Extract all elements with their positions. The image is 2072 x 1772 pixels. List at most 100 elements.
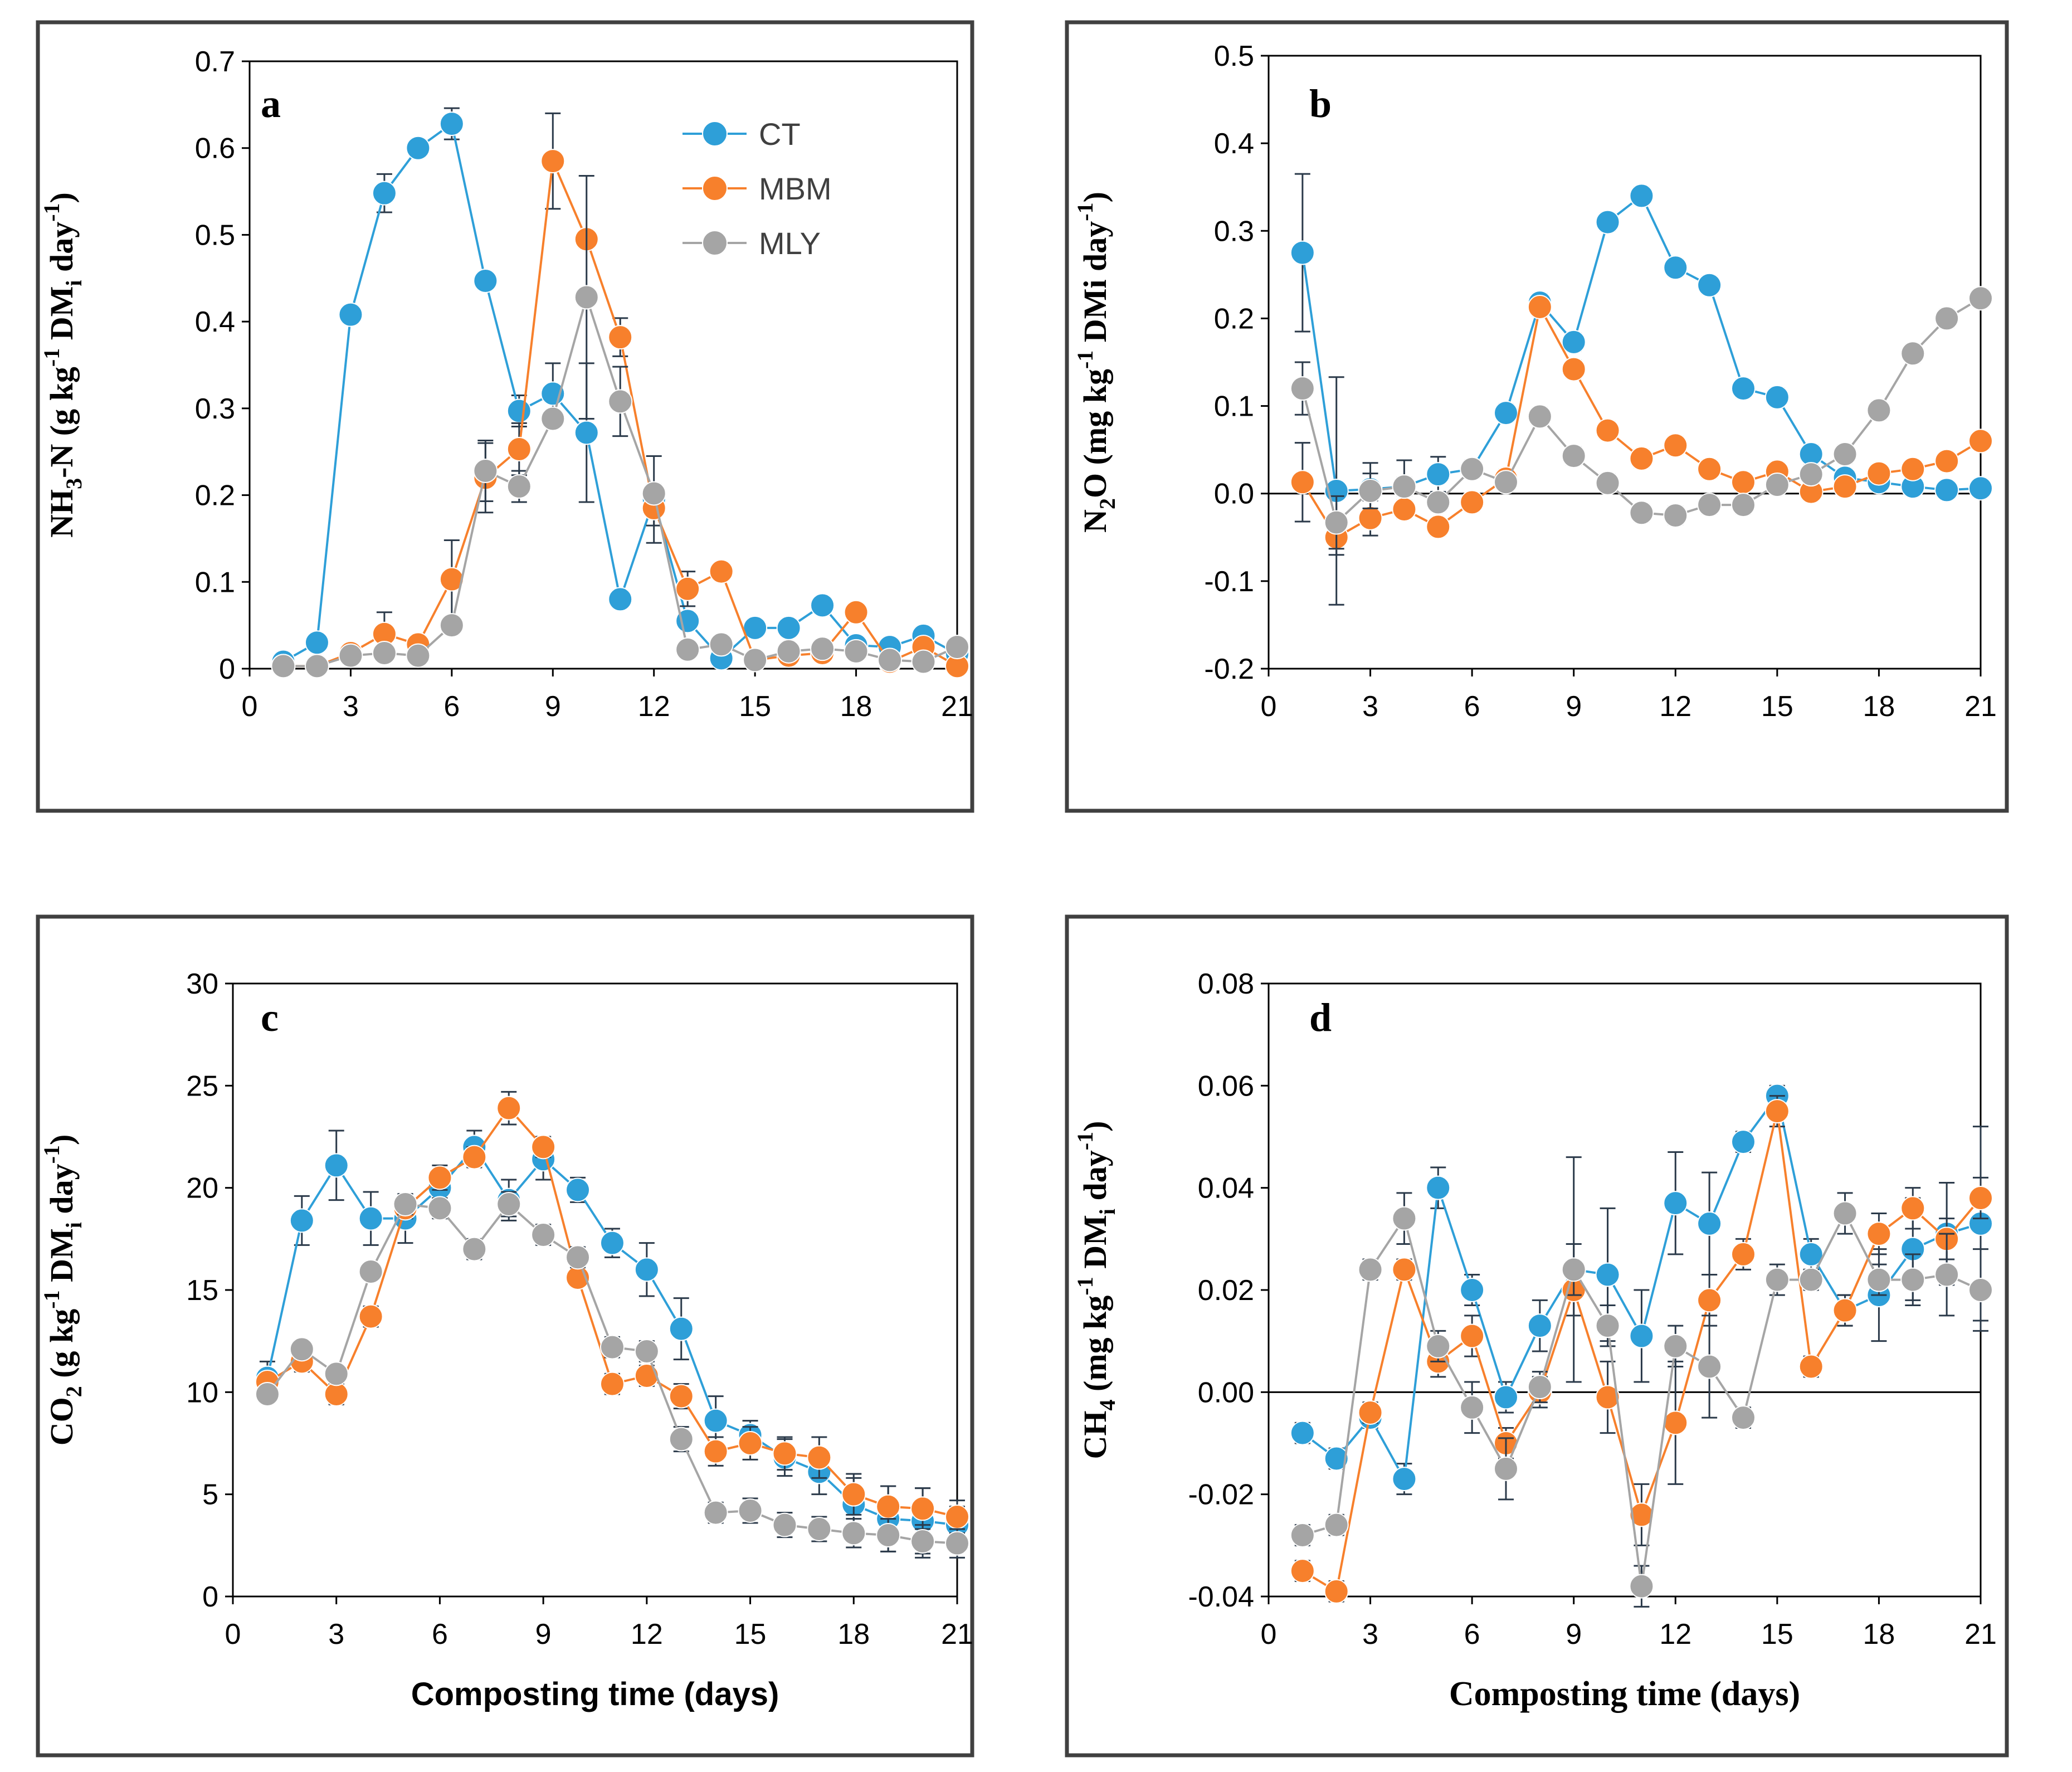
y-axis-label-part: DMi day [1077,221,1113,350]
panel-d: -0.04 -0.02 0.00 0.02 0.04 0.06 0.08 0 3 6 9 12 15 18… [1065,914,2009,1758]
data-point [338,643,363,668]
data-point [945,1505,969,1529]
x-tick-label: 9 [545,690,561,723]
data-point [1731,470,1756,495]
data-point [1392,474,1417,499]
data-point [1731,376,1756,401]
data-point [1460,490,1485,515]
data-point [669,1384,694,1409]
data-point [1697,493,1722,518]
panel-a: 00.10.20.30.40.50.60.70 3 6 9 12 15 18 21aNH3-N… [36,20,974,813]
y-axis-label-part: DM [1077,1215,1113,1277]
data-point [776,615,801,640]
y-axis-label-part: ) [43,1135,80,1145]
data-point [1798,462,1824,487]
data-point [634,1339,659,1364]
data-point [634,1364,659,1388]
y-axis-label-part: DM [43,1228,80,1290]
data-point [1527,404,1552,429]
data-point [1290,470,1315,495]
panel-border [36,914,974,1758]
data-point [1629,1574,1654,1599]
y-tick-label: 0.3 [195,393,235,425]
data-point [1494,1385,1518,1410]
x-tick-label: 6 [443,690,460,723]
x-tick-label: 9 [535,1618,552,1651]
data-point [772,1441,797,1466]
data-point [599,1335,625,1360]
x-tick-label: 21 [941,1618,973,1651]
data-point [1561,444,1586,469]
data-point [1392,1257,1417,1282]
data-point [1324,1579,1349,1604]
data-point [1358,1400,1383,1425]
data-point [608,389,633,414]
data-point [703,1408,728,1433]
data-point [1290,1523,1315,1547]
data-point [1663,1333,1688,1359]
legend-marker [702,230,728,256]
y-tick-label: 0.04 [1198,1172,1254,1205]
data-point [1358,479,1383,503]
data-point [531,1223,556,1247]
data-point [1663,1410,1688,1435]
y-tick-label: 0.08 [1198,968,1254,1000]
data-point [255,1382,280,1406]
data-point [1392,1206,1417,1231]
y-tick-label: 0.1 [1214,391,1254,423]
data-point [772,1512,797,1537]
data-point [271,654,296,679]
data-point [506,437,532,462]
data-point [324,1153,349,1178]
data-point [289,1337,314,1362]
data-point [506,474,532,499]
data-point [1832,1201,1858,1226]
data-point [738,1431,763,1455]
y-axis-label-part: 2 [1095,498,1120,509]
data-point [1832,442,1858,466]
data-point [304,654,329,679]
y-axis-label-part: -N (g kg [43,367,80,478]
y-axis-label-part: -1 [1072,1277,1098,1295]
y-axis-label-part: 3 [61,478,86,489]
data-point [1900,1196,1925,1221]
y-tick-label: 0.7 [195,46,235,78]
data-point [574,420,599,445]
data-point [427,1196,452,1221]
data-point [1561,329,1586,354]
data-point [1731,1405,1756,1430]
y-axis-label-part: 2 [61,1386,86,1397]
plot-area [248,60,958,670]
y-axis-label-part: -1 [1072,350,1098,369]
data-point [1832,474,1858,499]
x-tick-label: 3 [328,1618,344,1651]
x-tick-label: 21 [1964,1618,1997,1651]
y-tick-label: 0.4 [195,306,235,338]
data-point [540,406,565,431]
x-tick-label: 9 [1566,690,1582,723]
data-point [1426,1333,1451,1359]
data-point [1595,1385,1620,1410]
y-axis-label-part: -1 [1072,202,1098,221]
x-tick-label: 3 [343,690,359,723]
data-point [1324,510,1349,535]
data-point [1595,1262,1620,1287]
x-tick-label: 18 [840,690,872,723]
data-point [1764,1099,1790,1124]
data-point [1663,433,1688,458]
data-point [496,1096,521,1121]
data-point [1426,462,1451,487]
data-point [1934,1262,1959,1287]
x-tick-label: 15 [739,690,771,723]
data-point [669,1316,694,1341]
data-point [1697,272,1722,298]
y-axis-label-part: ) [43,192,80,203]
data-point [1426,514,1451,539]
data-point [608,325,633,350]
data-point [1968,429,1993,454]
y-axis-label: CH4 (mg kg-1 DMi day-1) [1072,1121,1120,1459]
data-point [439,567,464,592]
y-tick-label: 0.4 [1214,128,1254,160]
data-point [1460,1278,1485,1302]
data-point [703,1500,728,1525]
